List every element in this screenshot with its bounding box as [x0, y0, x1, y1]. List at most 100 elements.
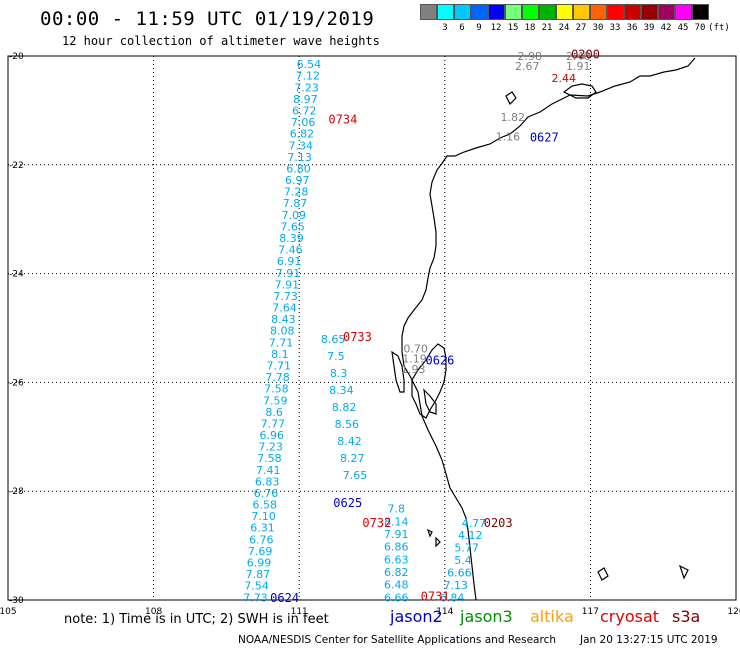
legend-label: 18: [524, 23, 536, 33]
wave-height-value: 6.96: [260, 429, 285, 442]
legend-unit: (ft): [708, 23, 730, 33]
pass-time-label: 0731: [421, 590, 450, 604]
pass-time-label: 0624: [270, 591, 299, 605]
legend-label: 27: [575, 23, 587, 33]
y-tick-label: -30: [9, 596, 24, 606]
legend-swatch: [539, 4, 556, 20]
coastal-lakes: [597, 564, 689, 581]
timestamp: Jan 20 13:27:15 UTC 2019: [580, 634, 718, 646]
wave-height-value: 8.65: [321, 333, 346, 346]
footnote: note: 1) Time is in UTC; 2) SWH is in fe…: [64, 612, 329, 627]
legend-swatch: [420, 4, 437, 20]
wave-height-value: 7.69: [248, 545, 273, 558]
legend-label: 45: [677, 23, 689, 33]
legend-label: 9: [476, 23, 482, 33]
satellite-jason2: jason2: [390, 607, 443, 626]
northwest-island: [505, 91, 517, 106]
wave-height-value: 8.82: [332, 401, 357, 414]
wave-height-value: 7.13: [443, 579, 468, 592]
wave-height-value: 7.10: [251, 510, 276, 523]
wave-height-value: 2.40: [566, 50, 591, 63]
legend-swatch: [641, 4, 658, 20]
wave-height-value: 8.34: [329, 384, 354, 397]
satellite-cryosat: cryosat: [600, 607, 660, 626]
legend-label: 33: [609, 23, 621, 33]
wave-height-value: 8.08: [270, 325, 295, 338]
dampier-islands: [562, 83, 597, 99]
legend-label: 36: [626, 23, 638, 33]
wave-height-value: 7.41: [256, 464, 281, 477]
legend-label: 15: [507, 23, 519, 33]
pass-time-label: 0200: [571, 47, 600, 61]
legend-label: 39: [643, 23, 655, 33]
legend-label: 12: [490, 23, 502, 33]
wave-height-value: 6.63: [384, 553, 409, 566]
legend-swatch: [675, 4, 692, 20]
wave-height-value: 5.77: [454, 542, 479, 555]
wave-height-value: 6.54: [297, 58, 322, 71]
satellite-s3a: s3a: [672, 607, 701, 626]
x-tick-label: 105: [0, 607, 17, 617]
wave-height-value: 6.84: [440, 591, 465, 604]
legend-swatch: [658, 4, 675, 20]
wave-height-value: 1.16: [496, 131, 521, 144]
map-frame: [7, 55, 737, 601]
satellite-altika: altika: [530, 607, 574, 626]
wave-height-value: 6.48: [384, 579, 409, 592]
coastline: [391, 57, 696, 601]
wave-height-value: 1.19: [402, 353, 427, 366]
wave-height-value: 8.97: [293, 93, 318, 106]
wave-height-value: 7.87: [283, 197, 308, 210]
wave-height-value: 8.1: [271, 348, 289, 361]
wave-height-value: 6.76: [254, 487, 279, 500]
wave-height-value: 8.3: [330, 367, 348, 380]
legend-label: 21: [541, 23, 553, 33]
wave-height-value: 8.43: [271, 313, 296, 326]
credit-line: NOAA/NESDIS Center for Satellite Applica…: [238, 634, 556, 646]
wave-height-value: 6.66: [384, 591, 409, 604]
x-tick-label: 117: [582, 607, 599, 617]
wave-height-value: 6.97: [285, 174, 310, 187]
wave-height-value: 7.5: [327, 350, 345, 363]
wave-height-value: 7.06: [291, 116, 316, 129]
legend-label: 30: [592, 23, 604, 33]
abrolhos-islands: [426, 528, 441, 548]
wave-height-value: 7.58: [264, 383, 289, 396]
wave-height-value: 6.66: [447, 566, 472, 579]
lat-lon-grid: [8, 56, 736, 600]
legend-swatch: [488, 4, 505, 20]
wave-height-value: 6.99: [247, 557, 272, 570]
wave-height-value: 7.28: [284, 186, 309, 199]
legend-swatch: [556, 4, 573, 20]
wave-height-value: 7.59: [263, 394, 288, 407]
wave-height-value: 7.91: [276, 267, 301, 280]
wave-height-value: 0.70: [403, 343, 428, 356]
pass-time-label: 0732: [362, 516, 391, 530]
legend-swatch: [573, 4, 590, 20]
legend-swatch: [522, 4, 539, 20]
wave-height-value: 2.67: [515, 60, 540, 73]
wave-height-value: 8.14: [384, 515, 409, 528]
legend-label: 42: [660, 23, 672, 33]
x-tick-label: 108: [145, 607, 162, 617]
wave-height-value: 7.65: [343, 469, 368, 482]
wave-height-value: 7.73: [273, 290, 298, 303]
wave-height-value: 6.80: [286, 162, 311, 175]
wave-height-value: 7.87: [246, 568, 271, 581]
legend-swatch: [692, 4, 709, 20]
legend-swatch: [454, 4, 471, 20]
wave-height-value: 8.27: [340, 452, 365, 465]
wave-height-value: 7.23: [294, 81, 319, 94]
wave-height-value: 8.56: [335, 418, 360, 431]
map-axes: 105 108 111 114 117 120 -20 -22 -24 -26 -28 -30: [0, 52, 740, 617]
pass-time-label: 0203: [484, 516, 513, 530]
wave-height-value: 7.12: [295, 70, 320, 83]
wave-height-value: 2.44: [551, 72, 576, 85]
dirk-hartog-island: [391, 350, 405, 393]
wave-height-value: 6.58: [253, 499, 278, 512]
wave-height-value: 7.73: [243, 591, 268, 604]
wave-height-value: 6.91: [277, 255, 302, 268]
x-tick-label: 111: [291, 607, 308, 617]
y-tick-label: -28: [9, 487, 24, 497]
wave-height-value: 6.31: [250, 522, 275, 535]
